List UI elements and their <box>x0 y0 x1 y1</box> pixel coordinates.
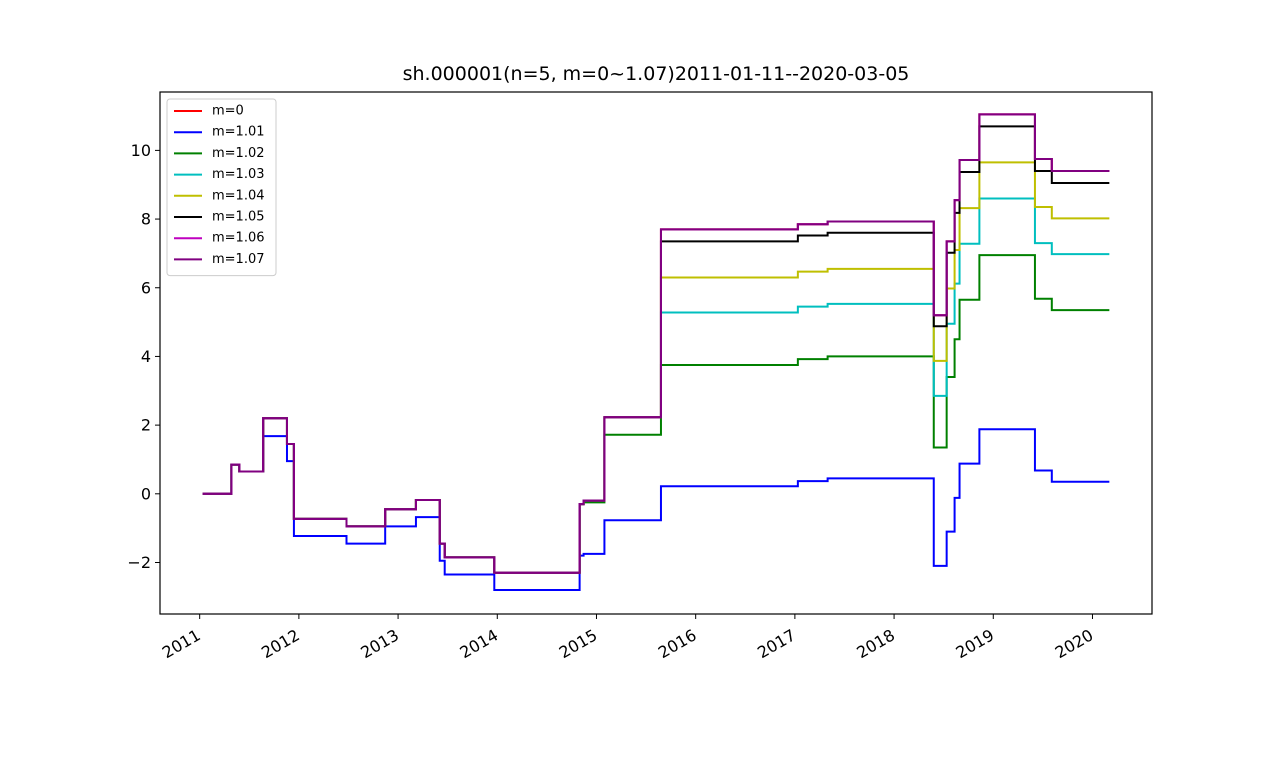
legend-box <box>166 98 277 277</box>
y-tick-label: 2 <box>141 416 151 435</box>
legend-label-m=1.03: m=1.03 <box>212 167 265 182</box>
series-layer <box>202 113 1110 591</box>
legend: m=0 m=1.01 m=1.02 m=1.03 m=1.04 m=1.05 m=1.06 m… <box>166 98 277 277</box>
y-tick-label: 8 <box>141 210 151 229</box>
plot-frame <box>159 91 1153 615</box>
legend-label-m=0: m=0 <box>212 104 244 119</box>
y-tick-label: 4 <box>141 347 151 366</box>
y-tick-label: 0 <box>141 484 151 503</box>
legend-label-m=1.01: m=1.01 <box>212 125 265 140</box>
y-tick-label: 10 <box>131 141 151 160</box>
chart-title: sh.000001(n=5, m=0~1.07)2011-01-11--2020… <box>403 63 910 85</box>
legend-label-m=1.06: m=1.06 <box>212 231 265 246</box>
y-tick-label: 6 <box>141 278 151 297</box>
series-line-m=1.01 <box>202 428 1110 591</box>
y-tick-label: −2 <box>127 553 151 572</box>
legend-label-m=1.05: m=1.05 <box>212 210 265 225</box>
legend-label-m=1.02: m=1.02 <box>212 146 265 161</box>
legend-label-m=1.07: m=1.07 <box>212 252 265 267</box>
series-line-m=1.07 <box>202 113 1110 574</box>
legend-label-m=1.04: m=1.04 <box>212 188 265 203</box>
